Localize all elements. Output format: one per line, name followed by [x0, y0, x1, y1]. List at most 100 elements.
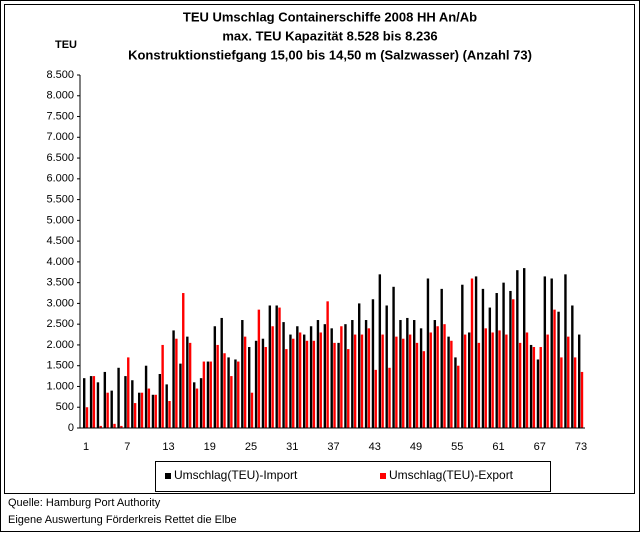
y-tick-label: 4.500 [46, 235, 74, 247]
y-tick-label: 3.500 [46, 277, 74, 289]
x-tick-label: 25 [245, 441, 257, 453]
bar [564, 274, 567, 428]
credit: Eigene Auswertung Förderkreis Rettet die… [8, 514, 237, 526]
y-tick-label: 7.000 [46, 131, 74, 143]
x-tick-label: 67 [534, 441, 546, 453]
bar [147, 388, 151, 428]
legend [155, 461, 551, 492]
bar [580, 371, 584, 428]
bar [392, 286, 395, 428]
bar [426, 278, 430, 428]
bar [154, 394, 157, 428]
bar [83, 378, 86, 428]
bar [344, 324, 347, 428]
bar [199, 378, 203, 428]
bar [237, 361, 240, 428]
bar [85, 407, 89, 428]
x-tick-label: 55 [451, 441, 463, 453]
bar [316, 320, 320, 428]
bar [113, 423, 116, 428]
bar [374, 369, 377, 428]
y-tick-label: 6.000 [46, 173, 74, 185]
bar [433, 320, 437, 428]
bar [419, 328, 423, 428]
bar [303, 334, 306, 428]
bar [578, 334, 581, 428]
y-tick-label: 4.000 [46, 256, 74, 268]
bar [415, 342, 419, 428]
x-tick-label: 49 [410, 441, 422, 453]
bar [326, 301, 329, 428]
bar [367, 328, 371, 428]
chart-subtitle: Konstruktionstiefgang 15,00 bis 14,50 m … [128, 47, 532, 62]
x-tick-label: 37 [327, 441, 339, 453]
y-tick-label: 5.000 [46, 214, 74, 226]
bar [248, 347, 251, 428]
bar [182, 293, 185, 428]
bar [470, 278, 474, 428]
bar [381, 334, 384, 428]
bar [213, 326, 217, 428]
legend-label: Umschlag(TEU)-Import [174, 468, 298, 482]
bar [250, 392, 254, 428]
bar [110, 390, 113, 428]
bar [360, 334, 364, 428]
bar [351, 320, 354, 428]
bar [117, 367, 120, 428]
bar [140, 392, 144, 428]
bar [536, 359, 540, 428]
source: Quelle: Hamburg Port Authority [8, 497, 161, 509]
bar [305, 340, 309, 428]
bar [202, 361, 206, 428]
y-tick-label: 7.500 [46, 110, 74, 122]
x-tick-label: 61 [492, 441, 504, 453]
bar [509, 290, 512, 428]
bar [186, 336, 189, 428]
bar [505, 334, 508, 428]
y-tick-label: 3.000 [46, 297, 74, 309]
bar [484, 328, 487, 428]
bar [512, 299, 515, 428]
bar [278, 307, 281, 428]
bar [457, 365, 460, 428]
bar [388, 367, 391, 428]
bar [264, 347, 267, 428]
bar [546, 334, 549, 428]
bar [406, 317, 409, 428]
bar [463, 334, 467, 428]
bar [525, 332, 529, 428]
bar [495, 293, 498, 428]
bar [261, 338, 265, 428]
bar [234, 359, 237, 428]
bar [523, 268, 526, 428]
bar [553, 309, 556, 428]
bar [241, 320, 244, 428]
x-tick-label: 43 [369, 441, 381, 453]
bar [330, 328, 333, 428]
bar [206, 361, 210, 428]
bar [543, 276, 547, 428]
bar [209, 361, 212, 428]
bar [309, 326, 313, 428]
bar [92, 376, 96, 428]
y-tick-label: 0 [68, 422, 74, 434]
y-tick-label: 1.000 [46, 380, 74, 392]
bar [193, 382, 196, 428]
bar [195, 388, 199, 428]
x-tick-label: 7 [124, 441, 130, 453]
bar [429, 332, 432, 428]
y-tick-label: 1.500 [46, 360, 74, 372]
bar [161, 344, 164, 428]
bar [481, 288, 485, 428]
y-tick-label: 8.500 [46, 69, 74, 81]
bar [488, 307, 492, 428]
x-tick-label: 73 [575, 441, 587, 453]
chart-title: TEU Umschlag Containerschiffe 2008 HH An… [183, 9, 477, 24]
y-tick-label: 500 [56, 401, 74, 413]
bar [144, 365, 148, 428]
bar [450, 340, 453, 428]
bar [124, 376, 127, 428]
bar [254, 340, 258, 428]
bar [340, 326, 343, 428]
bar [131, 380, 134, 428]
